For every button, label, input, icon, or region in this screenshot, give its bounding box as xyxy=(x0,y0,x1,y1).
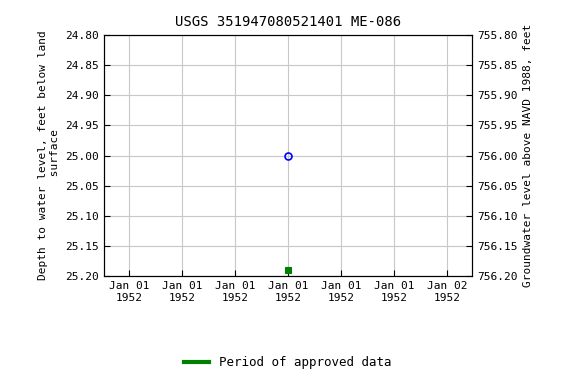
Y-axis label: Groundwater level above NAVD 1988, feet: Groundwater level above NAVD 1988, feet xyxy=(523,24,533,287)
Title: USGS 351947080521401 ME-086: USGS 351947080521401 ME-086 xyxy=(175,15,401,29)
Y-axis label: Depth to water level, feet below land
 surface: Depth to water level, feet below land su… xyxy=(38,31,59,280)
Legend: Period of approved data: Period of approved data xyxy=(179,351,397,374)
